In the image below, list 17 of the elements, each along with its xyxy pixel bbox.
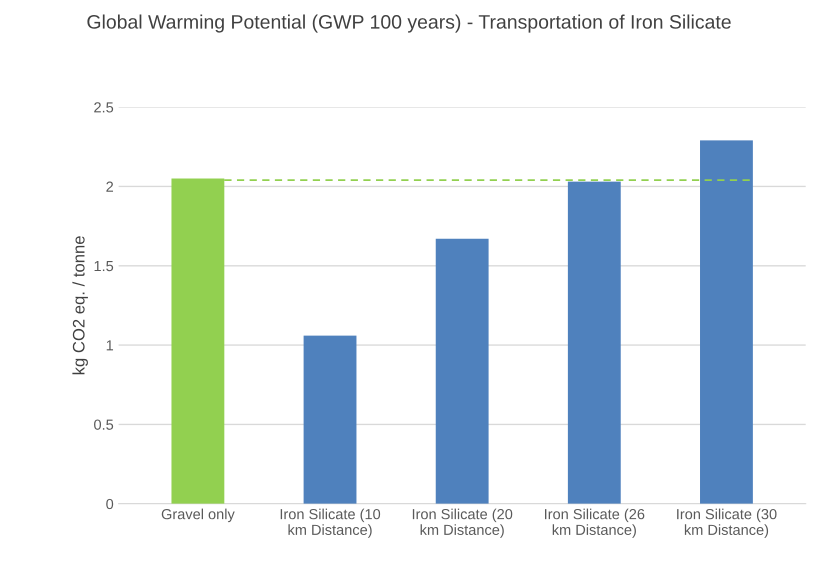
y-tick-label: 2 xyxy=(106,182,114,192)
y-tick-label: 0.5 xyxy=(94,420,114,430)
y-tick-label: 2.5 xyxy=(94,102,114,113)
bar xyxy=(568,182,621,504)
bar xyxy=(304,336,356,504)
y-axis-title: kg CO2 eq. / tonne xyxy=(72,236,88,374)
bar xyxy=(436,238,489,504)
x-tick-label: Iron Silicate (26 km Distance) xyxy=(544,508,644,538)
y-tick-label: 1.5 xyxy=(94,261,114,272)
bar xyxy=(700,140,753,504)
x-tick-label: Iron Silicate (20 km Distance) xyxy=(412,508,512,538)
y-tick-label: 1 xyxy=(106,340,114,350)
y-tick-label: 0 xyxy=(106,498,114,510)
x-tick-label: Iron Silicate (10 km Distance) xyxy=(280,508,380,538)
x-tick-label: Iron Silicate (30 km Distance) xyxy=(677,508,777,538)
x-tick-label: Gravel only xyxy=(162,508,235,522)
chart-title: Global Warming Potential (GWP 100 years) - Transportation of Iron Silicate xyxy=(87,14,731,33)
